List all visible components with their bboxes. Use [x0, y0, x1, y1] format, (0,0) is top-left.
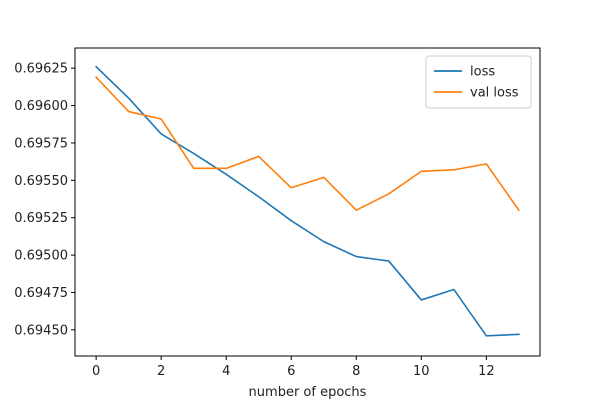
- plot-frame: [74, 47, 541, 357]
- x-axis-ticks: 0 2 4 6 8 10 12: [92, 356, 495, 379]
- series-line-val-loss: [95, 76, 520, 212]
- legend-label-loss: loss: [470, 65, 495, 80]
- x-tick-label: 2: [157, 364, 165, 379]
- legend: loss val loss: [425, 55, 532, 109]
- y-tick-label: 0.69525: [14, 211, 68, 226]
- legend-box: [425, 55, 532, 109]
- y-tick-label: 0.69625: [14, 62, 68, 77]
- x-tick-label: 0: [92, 364, 100, 379]
- y-tick-label: 0.69500: [14, 249, 68, 264]
- y-tick-label: 0.69600: [14, 99, 68, 114]
- series-layer: [95, 65, 520, 337]
- y-axis-ticks: 0.69450 0.69475 0.69500 0.69525 0.69550 0.695…: [14, 62, 75, 338]
- x-axis-title: number of epochs: [249, 385, 367, 400]
- x-tick-label: 12: [478, 364, 495, 379]
- x-tick-label: 4: [222, 364, 230, 379]
- y-tick-label: 0.69475: [14, 286, 68, 301]
- legend-label-val-loss: val loss: [470, 86, 519, 101]
- y-tick-label: 0.69550: [14, 174, 68, 189]
- x-tick-label: 6: [287, 364, 295, 379]
- x-tick-label: 8: [352, 364, 360, 379]
- x-tick-label: 10: [413, 364, 430, 379]
- y-tick-label: 0.69575: [14, 136, 68, 151]
- y-tick-label: 0.69450: [14, 323, 68, 338]
- series-line-loss: [95, 65, 520, 337]
